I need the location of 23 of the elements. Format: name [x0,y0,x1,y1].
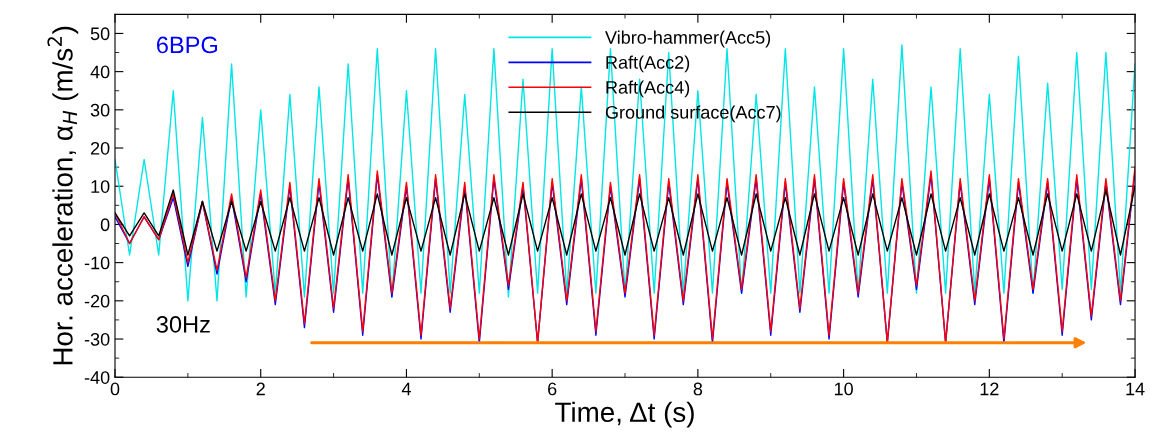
y-tick-label: 20 [90,141,110,155]
x-tick-label: 0 [110,382,120,396]
x-tick-label: 14 [1126,382,1145,396]
x-tick-label: 12 [980,382,999,396]
y-tick-label: 30 [90,103,110,117]
y-tick-label: -20 [84,294,110,308]
y-tick-label: 50 [90,27,110,41]
x-axis-title: Time, Δt (s) [555,401,694,428]
y-tick-label: 0 [100,218,110,232]
y-tick-label: -30 [84,332,110,346]
x-tick-label: 6 [548,382,557,396]
annotation: 6BPG [157,36,218,54]
annotation: 30Hz [156,316,210,333]
y-tick-label: -40 [84,371,110,384]
x-tick-label: 2 [256,382,265,396]
x-tick-label: 8 [693,382,703,396]
y-axis-title: Hor. acceleration, α$_{H}$ (m/s$^{2}$) [47,26,79,365]
x-tick-label: 10 [834,382,853,396]
legend-label: Vibro-hammer(Acc5) [605,30,771,48]
y-tick-label: 10 [91,180,110,193]
y-tick-label: 40 [90,65,110,79]
y-tick-label: -10 [84,256,110,270]
x-tick-label: 4 [401,382,411,396]
